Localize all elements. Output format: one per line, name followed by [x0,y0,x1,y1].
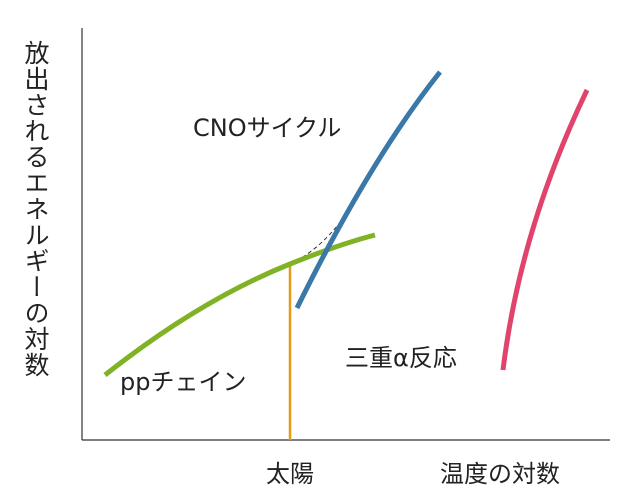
y-axis-label: 放出されるエネルギーの対数 [21,40,50,378]
curve-label: 三重α反応 [345,344,457,372]
marker-label: 太陽 [266,460,314,488]
curve-label: ppチェイン [120,368,246,396]
cno-curve [294,70,442,310]
pp-curve [103,232,376,377]
crossover [289,215,346,265]
curve-label: CNOサイクル [193,114,341,142]
x-axis-label: 温度の対数 [440,460,560,488]
triple-alpha-curve [500,88,590,371]
